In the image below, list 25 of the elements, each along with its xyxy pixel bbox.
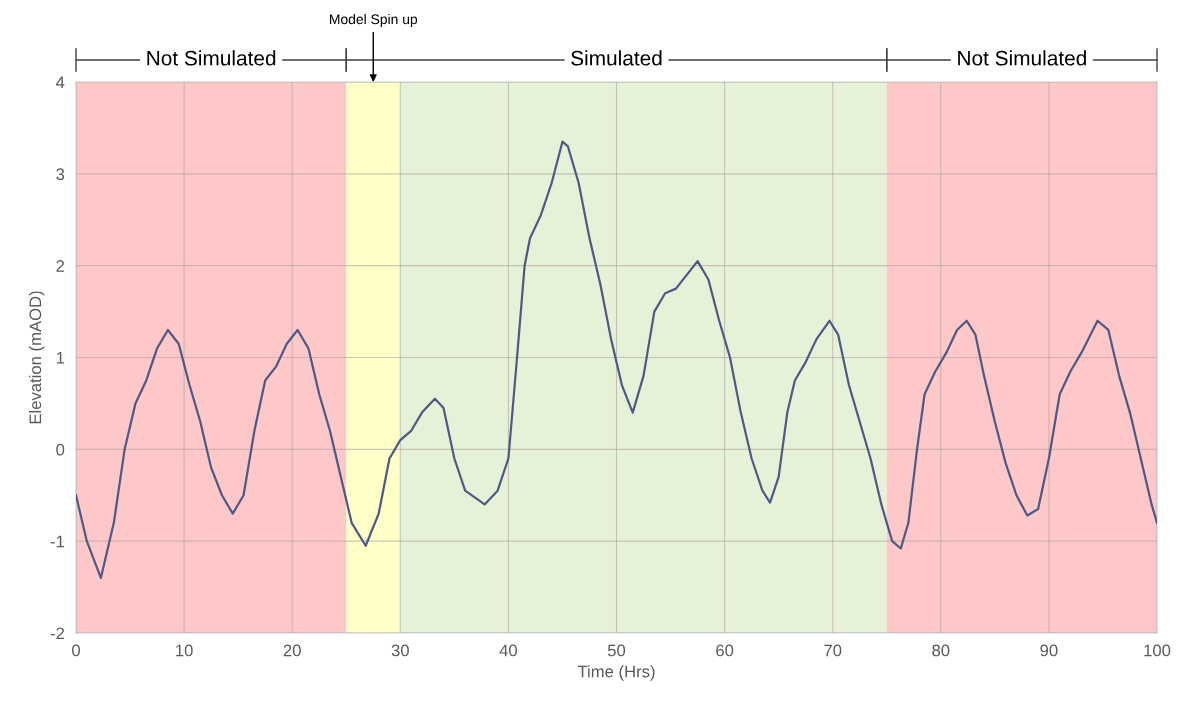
- x-tick-label: 50: [607, 644, 626, 657]
- y-tick-label: -2: [50, 627, 65, 640]
- x-tick-label: 30: [391, 644, 409, 657]
- y-tick-label: 0: [56, 443, 65, 456]
- x-tick-label: 60: [716, 644, 734, 657]
- y-tick-label: 3: [56, 168, 65, 181]
- annotation: Model Spin up: [330, 13, 418, 27]
- x-tick-label: 100: [1144, 644, 1171, 657]
- y-tick-label: 4: [56, 76, 65, 89]
- x-tick-label: 10: [176, 644, 193, 657]
- x-tick-label: 0: [72, 644, 80, 657]
- x-tick-label: 40: [499, 644, 518, 657]
- x-tick-label: 20: [283, 644, 301, 657]
- y-tick-label: 2: [56, 260, 65, 272]
- y-tick-label: -1: [50, 535, 65, 548]
- x-axis-title: Time (Hrs): [577, 665, 655, 681]
- band-label: Not Simulated: [958, 50, 1086, 66]
- y-tick-label: 1: [56, 352, 65, 364]
- band-label: Not Simulated: [147, 50, 276, 66]
- band-label: Simulated: [571, 50, 662, 66]
- line-series: [76, 140, 1157, 580]
- y-axis-title: Elevation (mAOD): [28, 291, 45, 424]
- x-tick-label: 90: [1040, 644, 1058, 657]
- x-tick-label: 70: [824, 644, 842, 657]
- x-tick-label: 80: [932, 644, 950, 657]
